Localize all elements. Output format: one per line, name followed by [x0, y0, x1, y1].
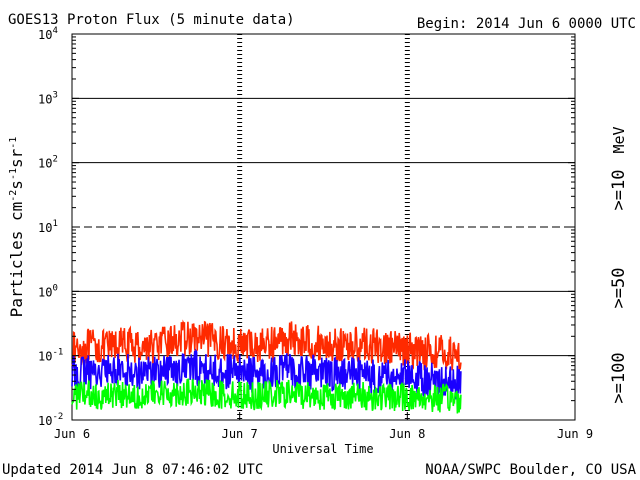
legend-ge50: >=50: [609, 268, 629, 309]
y-tick-label-4: 102: [38, 155, 58, 171]
x-axis-ticks: Jun 6 Jun 7 Jun 8 Jun 9: [54, 412, 593, 441]
x-axis-label: Universal Time: [272, 442, 373, 456]
y-tick-label-5: 103: [38, 90, 58, 106]
series-0: [71, 319, 462, 371]
x-tick-label-2: Jun 8: [389, 427, 425, 441]
legend-unit: MeV: [610, 126, 628, 153]
x-tick-label-0: Jun 6: [54, 427, 90, 441]
y-tick-label-1: 10-1: [38, 348, 63, 364]
y-tick-label-2: 100: [38, 283, 58, 299]
y-axis-ticks: 10-2 10-1 100 101 102 103 104: [38, 26, 575, 428]
y-tick-label-3: 101: [38, 219, 58, 235]
begin-label: Begin: 2014 Jun 6 0000 UTC: [417, 16, 636, 32]
y-axis-label-exp2: -1: [8, 168, 19, 180]
y-tick-label-0: 10-2: [38, 412, 63, 428]
series-layer: [71, 319, 462, 414]
y-axis-label-main: Particles cm: [7, 202, 26, 318]
y-axis-label-exp3: -1: [8, 137, 19, 149]
credit-label: NOAA/SWPC Boulder, CO USA: [425, 462, 636, 478]
chart-title: GOES13 Proton Flux (5 minute data): [8, 12, 295, 28]
y-axis-label-exp1: -2: [8, 190, 19, 202]
reference-lines: [72, 97, 575, 357]
x-tick-label-3: Jun 9: [557, 427, 593, 441]
legend-ge100: >=100: [609, 352, 629, 403]
y-axis-label-s: s: [7, 180, 26, 190]
day-markers: [237, 34, 410, 420]
x-tick-label-1: Jun 7: [222, 427, 258, 441]
updated-label: Updated 2014 Jun 8 07:46:02 UTC: [2, 462, 263, 478]
y-axis-label: Particles cm-2s-1sr-1: [7, 137, 26, 318]
y-axis-label-sr: sr: [7, 148, 26, 168]
series-2: [71, 378, 462, 414]
y-tick-label-6: 104: [38, 26, 58, 42]
legend-ge10: >=10: [609, 170, 629, 211]
